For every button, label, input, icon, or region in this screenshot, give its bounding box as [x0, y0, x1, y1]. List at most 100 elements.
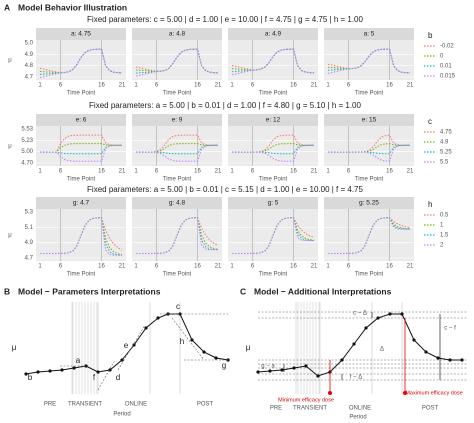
point-letter: h — [180, 337, 184, 346]
x-tick-label: 21 — [311, 264, 318, 270]
curve — [232, 144, 314, 155]
x-axis-label: Time Point — [355, 91, 384, 97]
x-tick-label: 21 — [407, 83, 414, 89]
facet-strip — [36, 114, 126, 126]
curve-point — [178, 312, 182, 316]
dose-label: Minimum efficacy dose — [278, 397, 334, 403]
x-axis-label: Time Point — [355, 177, 384, 183]
facet-strip — [228, 28, 318, 40]
curve — [232, 143, 314, 153]
x-tick-label: 1 — [326, 169, 330, 175]
facet-strip — [324, 114, 414, 126]
transient-band — [296, 302, 320, 394]
period-label: TRANSIENT — [293, 406, 327, 412]
curve — [232, 217, 315, 254]
curve-point — [412, 338, 416, 342]
x-axis-label: Time Point — [259, 272, 288, 278]
x-tick-label: 6 — [251, 83, 255, 89]
facet-strip — [324, 28, 414, 40]
facet-strip — [132, 28, 222, 40]
x-tick-label: 1 — [134, 169, 138, 175]
curve — [231, 48, 315, 74]
curve — [328, 144, 410, 155]
curve-point — [304, 364, 308, 368]
x-tick-label: 1 — [38, 264, 42, 270]
curve — [40, 217, 122, 256]
legend-label: 0.5 — [440, 213, 449, 219]
y-tick-label: 5.23 — [21, 138, 33, 144]
curve-point — [156, 316, 160, 320]
guide-line — [117, 324, 146, 371]
x-tick-label: 6 — [59, 264, 63, 270]
curve — [40, 144, 122, 155]
panel-title: Model − Parameters Interpretations — [18, 286, 161, 296]
curve — [40, 134, 122, 153]
y-tick-label: 5.53 — [21, 127, 33, 133]
legend-label: 1.5 — [440, 233, 449, 239]
point-letter: g — [222, 361, 226, 370]
x-tick-label: 16 — [98, 83, 105, 89]
period-label: POST — [197, 402, 214, 408]
x-tick-label: 6 — [251, 264, 255, 270]
x-tick-label: 21 — [119, 264, 126, 270]
x-tick-label: 21 — [215, 169, 222, 175]
curve-point — [72, 366, 76, 370]
period-label: POST — [422, 406, 439, 412]
x-tick-label: 16 — [194, 83, 201, 89]
period-label: PRE — [44, 402, 56, 408]
x-tick-label: 1 — [38, 169, 42, 175]
y-axis-label: μ — [8, 58, 12, 64]
legend-title: b — [428, 31, 433, 40]
x-axis-label: Time Point — [67, 177, 96, 183]
curve — [136, 217, 219, 254]
y-axis-label: μ — [246, 343, 251, 352]
facet-label: g: 5.25 — [359, 200, 379, 207]
facet-strip — [132, 197, 222, 209]
point-letter: f — [93, 373, 96, 382]
facet-label: g: 4.7 — [73, 200, 90, 207]
y-tick-label: 4.8 — [25, 63, 34, 69]
period-label: ONLINE — [349, 406, 371, 412]
panel-title: Model − Additional Interpretations — [254, 286, 392, 296]
facet-label: a: 4.9 — [265, 31, 282, 38]
y-tick-label: 4.9 — [25, 52, 34, 58]
legend-label: 4.9 — [440, 140, 449, 146]
x-tick-label: 16 — [290, 83, 297, 89]
facet-label: e: 12 — [266, 117, 281, 124]
x-tick-label: 6 — [347, 264, 351, 270]
x-tick-label: 21 — [311, 83, 318, 89]
legend-label: 4.75 — [440, 130, 452, 136]
curve-point — [340, 358, 344, 362]
x-tick-label: 1 — [326, 83, 330, 89]
curve — [40, 217, 123, 256]
x-axis-label: Time Point — [163, 91, 192, 97]
facet-panel — [228, 40, 318, 80]
dose-point — [328, 391, 332, 395]
annotation: g − a — [261, 364, 275, 370]
x-tick-label: 21 — [407, 169, 414, 175]
curve — [328, 143, 410, 153]
x-tick-label: 1 — [326, 264, 330, 270]
x-tick-label: 16 — [290, 169, 297, 175]
facet-panel — [36, 40, 126, 80]
point-letter: a — [76, 356, 81, 365]
annotation: Δ — [380, 347, 384, 353]
facet-label: e: 9 — [172, 117, 183, 124]
annotation: c − f — [444, 326, 456, 332]
legend-title: c — [428, 117, 432, 126]
x-axis-label: Time Point — [163, 177, 192, 183]
x-tick-label: 1 — [134, 264, 138, 270]
x-tick-label: 21 — [215, 83, 222, 89]
model-curve — [257, 313, 462, 377]
panel-label: A — [4, 2, 10, 12]
curve — [327, 48, 411, 74]
x-tick-label: 16 — [98, 264, 105, 270]
curve — [40, 144, 122, 162]
period-label: TRANSIENT — [68, 402, 102, 408]
curve-point — [376, 316, 380, 320]
period-label: ONLINE — [125, 402, 147, 408]
curve-point — [364, 326, 368, 330]
x-axis-label: Time Point — [355, 272, 384, 278]
y-tick-label: 4.70 — [21, 161, 33, 167]
